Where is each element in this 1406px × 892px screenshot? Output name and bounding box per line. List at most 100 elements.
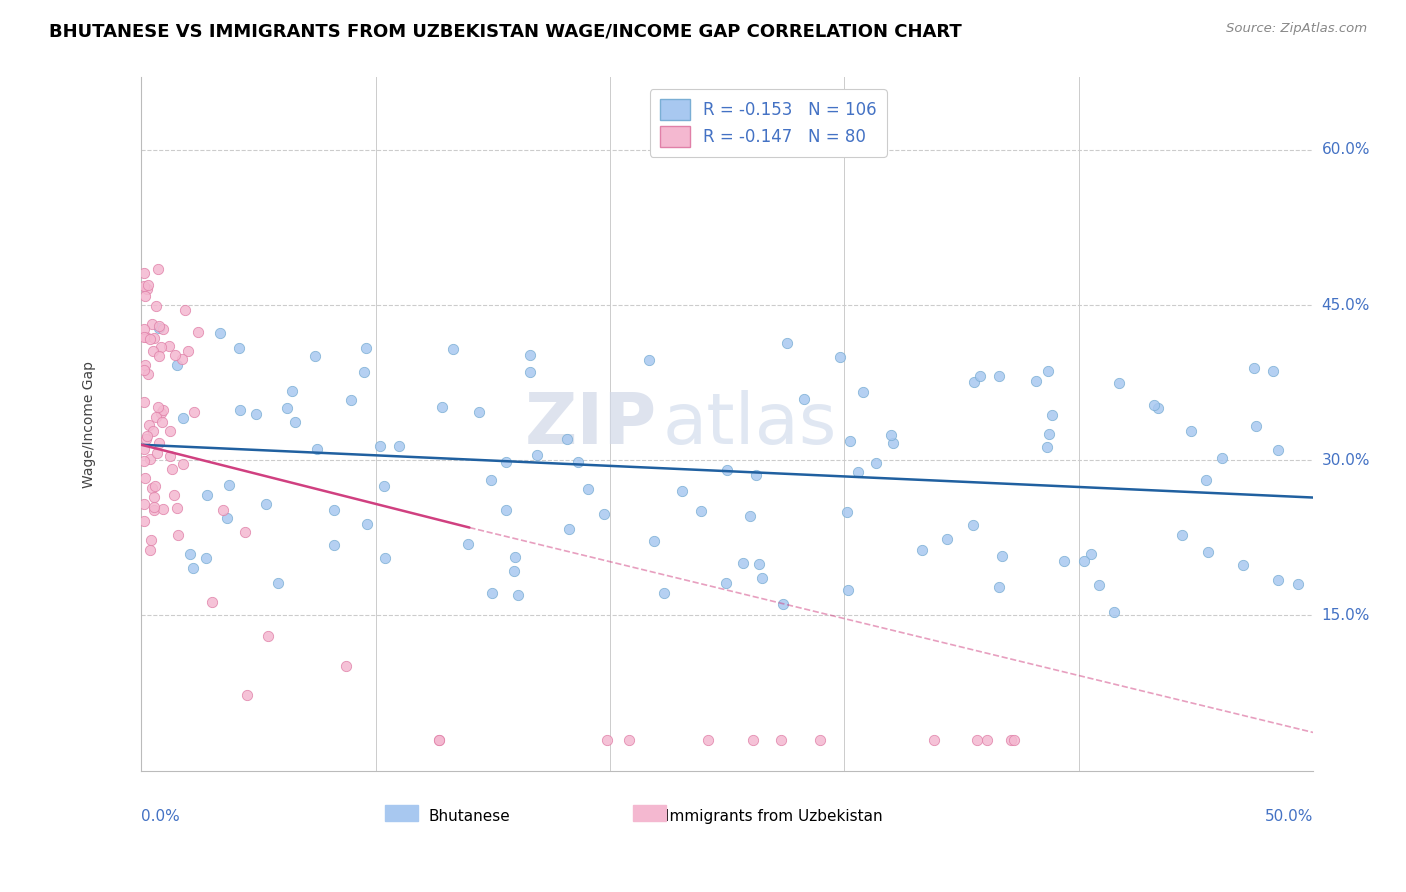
Point [138,418,160,433]
Text: Wage/Income Gap: Wage/Income Gap [82,360,96,488]
Point [1267,442,1289,457]
Point [145,299,167,313]
Bar [385,805,418,821]
Point [145,446,167,460]
Point [304,349,326,363]
Point [176,343,198,358]
Point [1211,450,1233,465]
Point [236,688,259,702]
Point [1180,424,1202,438]
Point [281,384,304,398]
Point [638,353,661,368]
Point [163,488,186,502]
Point [596,732,619,747]
Point [139,332,162,346]
Text: 45.0%: 45.0% [1322,298,1369,312]
Point [132,395,155,409]
Point [519,365,541,379]
Point [142,502,165,516]
Point [643,534,665,549]
Point [136,367,159,381]
Point [132,279,155,293]
Point [880,427,903,442]
Point [652,586,675,600]
Point [969,368,991,383]
Point [1267,574,1289,588]
Point [769,732,792,747]
Point [481,586,503,600]
Point [139,543,162,558]
Point [1038,427,1060,442]
Point [1080,547,1102,561]
Point [495,455,517,469]
Point [152,403,174,417]
Point [689,503,711,517]
Point [233,525,256,540]
Point [163,348,186,362]
Point [132,514,155,528]
Point [132,454,155,468]
Point [148,435,170,450]
Point [335,658,357,673]
Point [427,732,450,747]
Point [323,538,346,552]
Point [323,503,346,517]
Point [558,522,581,536]
Point [172,411,194,425]
Point [354,341,377,355]
Point [136,277,159,292]
Point [148,349,170,363]
Point [228,403,250,417]
Point [1232,558,1254,572]
Point [617,732,640,747]
Point [340,392,363,407]
Point [356,517,378,532]
Point [370,439,392,453]
Point [935,532,957,546]
Point [143,500,166,515]
Point [209,326,232,340]
Point [1000,732,1022,747]
Text: ZIP: ZIP [524,390,657,458]
Point [835,505,858,519]
Point [150,415,173,429]
Point [1025,374,1047,388]
Point [174,303,197,318]
Point [284,415,307,429]
Point [160,462,183,476]
Point [166,358,188,372]
Point [1104,605,1126,619]
Point [143,478,166,492]
Point [865,456,887,470]
Point [495,503,517,517]
Point [966,732,988,747]
Point [731,556,754,570]
Point [149,340,172,354]
Point [150,406,173,420]
Point [976,732,998,747]
Point [159,425,181,439]
Point [305,442,328,457]
Point [1143,398,1166,412]
Point [142,344,165,359]
Point [141,533,163,548]
Point [738,508,761,523]
Point [134,289,156,303]
Point [179,547,201,561]
Point [1171,528,1194,542]
Point [808,732,831,747]
Point [353,365,375,379]
Point [132,267,155,281]
Point [228,341,250,355]
Point [143,331,166,345]
Point [910,543,932,558]
Text: BHUTANESE VS IMMIGRANTS FROM UZBEKISTAN WAGE/INCOME GAP CORRELATION CHART: BHUTANESE VS IMMIGRANTS FROM UZBEKISTAN … [49,22,962,40]
Point [132,497,155,511]
Point [716,463,738,477]
Point [519,348,541,362]
Point [748,557,770,571]
Point [135,432,157,446]
Point [1195,473,1218,487]
Point [427,732,450,747]
Point [194,550,217,565]
